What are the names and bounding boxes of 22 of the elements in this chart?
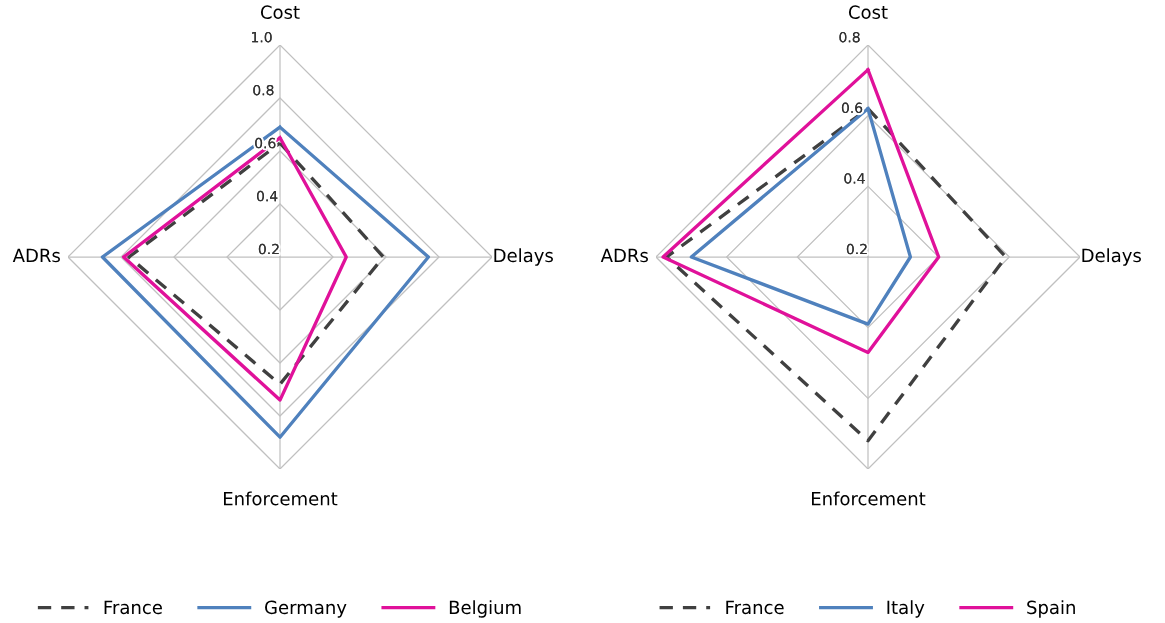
- y-tick-label: 0.4: [844, 173, 865, 184]
- legend-label: France: [104, 600, 162, 615]
- spoke-label: Enforcement: [224, 491, 338, 506]
- spoke-label: Delays: [1082, 248, 1141, 266]
- legend-label: Spain: [1027, 600, 1075, 618]
- y-tick-label: 1.0: [252, 31, 272, 43]
- y-tick-label: 0.2: [846, 243, 867, 255]
- y-tick-label: 0.4: [256, 190, 278, 202]
- y-tick-label: 0.6: [841, 102, 863, 114]
- spoke-label: ADRs: [600, 248, 648, 263]
- y-tick-label: 0.8: [839, 31, 860, 43]
- y-tick-label: 0.8: [253, 84, 274, 96]
- y-tick-label: 0.2: [258, 243, 279, 255]
- legend-label: Belgium: [449, 600, 521, 618]
- spoke-label: Delays: [494, 248, 553, 266]
- spoke-label: Cost: [260, 5, 300, 19]
- legend-label: France: [726, 600, 784, 615]
- legend-label: Germany: [265, 600, 347, 618]
- spoke-label: ADRs: [12, 248, 60, 263]
- legend-label: Italy: [887, 600, 925, 618]
- spoke-label: Enforcement: [812, 491, 926, 506]
- spoke-label: Cost: [848, 5, 888, 19]
